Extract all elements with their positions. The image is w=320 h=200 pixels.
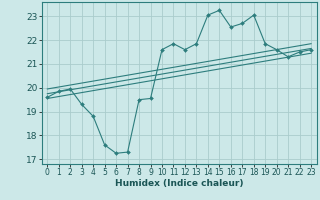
- X-axis label: Humidex (Indice chaleur): Humidex (Indice chaleur): [115, 179, 244, 188]
